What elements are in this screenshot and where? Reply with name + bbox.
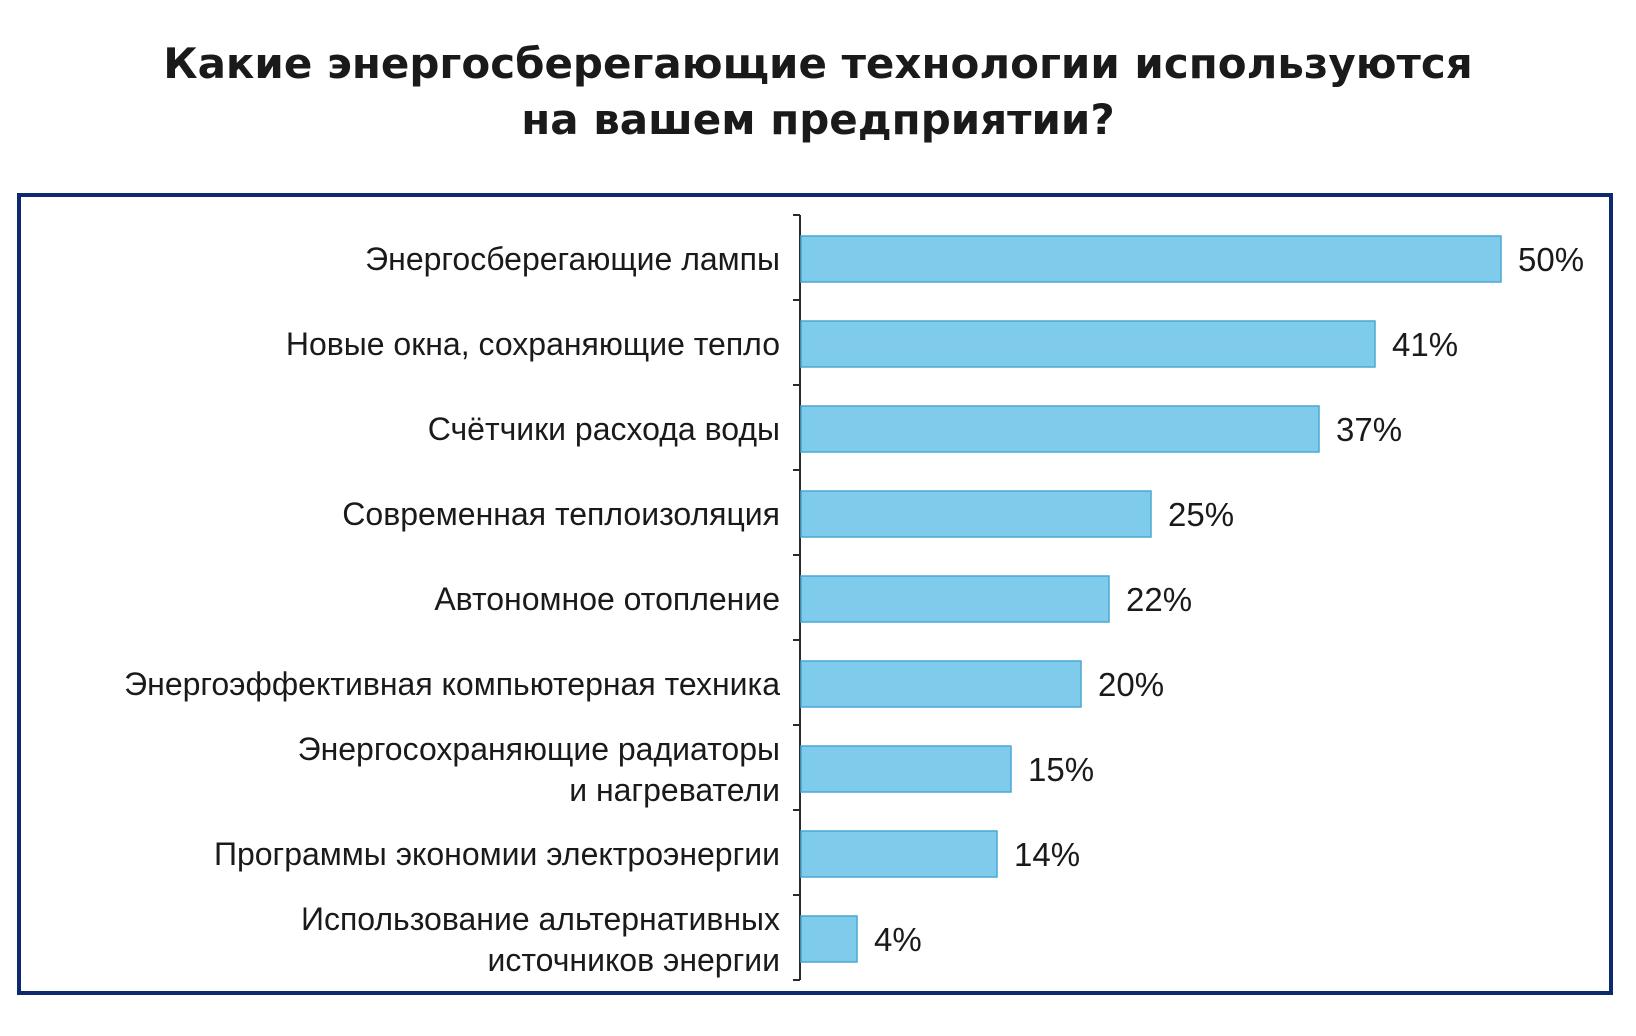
bar [800, 490, 1152, 538]
value-label: 14% [1014, 836, 1080, 873]
category-label: Автономное отопление [434, 581, 780, 617]
chart-title: Какие энергосберегающие технологии испол… [0, 36, 1636, 148]
bar [800, 405, 1320, 453]
category-label: Использование альтернативных [301, 901, 780, 937]
value-label: 4% [874, 921, 922, 958]
chart-title-line-2: на вашем предприятии? [521, 95, 1115, 144]
category-label: Энергосохраняющие радиаторы [298, 731, 780, 767]
value-label: 25% [1168, 496, 1234, 533]
category-label: Энергоэффективная компьютерная техника [124, 666, 780, 702]
value-label: 15% [1028, 751, 1094, 788]
category-label: Новые окна, сохраняющие тепло [286, 326, 780, 362]
value-label: 50% [1518, 241, 1584, 278]
category-label: и нагреватели [569, 772, 780, 808]
category-label: источников энергии [487, 942, 780, 978]
bar [800, 660, 1082, 708]
category-label: Энергосберегающие лампы [365, 241, 780, 277]
bar [800, 745, 1012, 793]
category-label: Счётчики расхода воды [428, 411, 780, 447]
value-label: 37% [1336, 411, 1402, 448]
category-label: Программы экономии электроэнергии [214, 836, 780, 872]
bar [800, 575, 1110, 623]
bar [800, 235, 1502, 283]
value-label: 20% [1098, 666, 1164, 703]
value-label: 22% [1126, 581, 1192, 618]
value-label: 41% [1392, 326, 1458, 363]
bar [800, 830, 998, 878]
bar [800, 320, 1376, 368]
bar [800, 915, 858, 963]
category-label: Современная теплоизоляция [342, 496, 780, 532]
chart-title-line-1: Какие энергосберегающие технологии испол… [163, 39, 1473, 88]
